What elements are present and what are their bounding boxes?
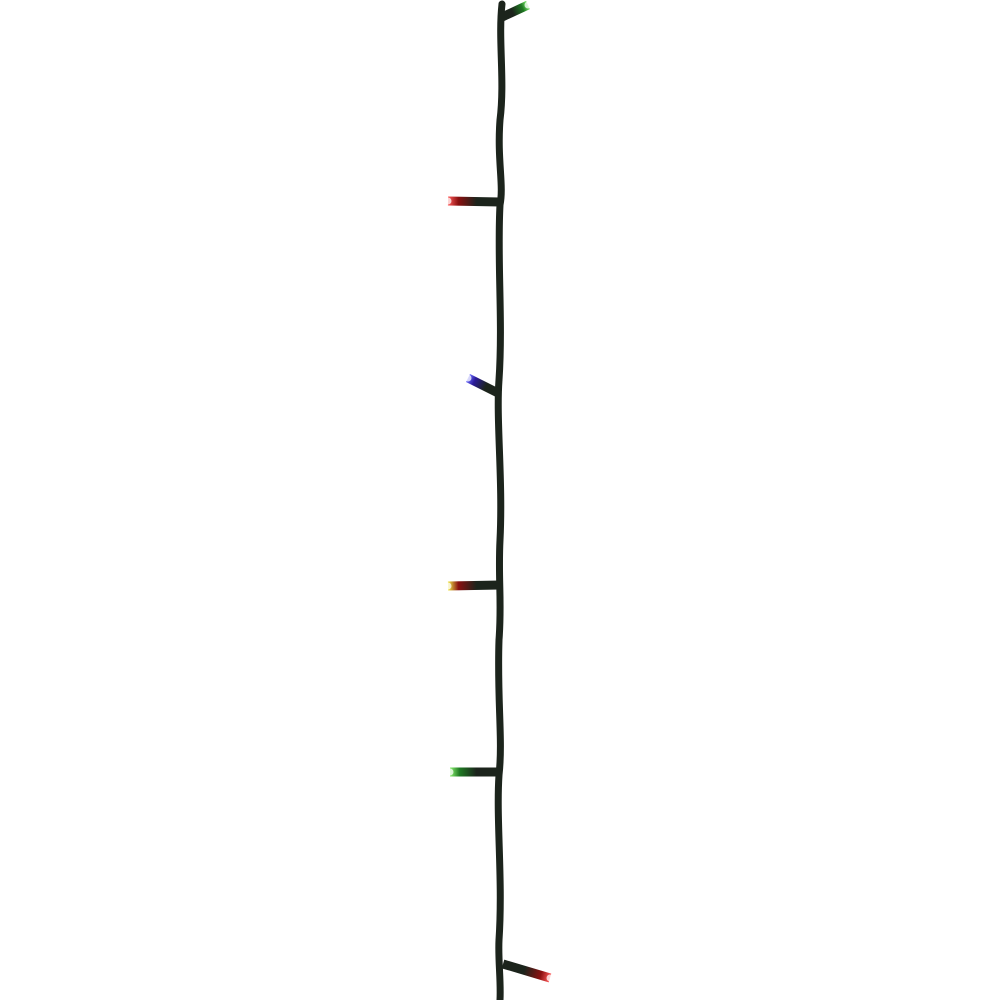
bulb-lens <box>444 197 452 205</box>
light-string-wire <box>494 0 506 1000</box>
bulb-socket <box>465 373 503 399</box>
led-bulb-green <box>446 767 498 777</box>
bulb-socket <box>498 0 530 23</box>
bulb-lens <box>524 1 532 9</box>
bulb-lens <box>546 974 554 982</box>
led-bulb-red <box>501 959 554 983</box>
led-bulb-red <box>444 196 501 207</box>
led-bulb-blue <box>464 373 503 399</box>
bulb-socket <box>447 196 501 207</box>
bulb-socket <box>447 580 501 591</box>
bulb-socket <box>501 959 552 983</box>
bulb-lens <box>444 582 452 590</box>
bulb-lens <box>464 374 472 382</box>
bulb-lens <box>446 768 454 776</box>
led-bulb-green <box>498 0 532 23</box>
led-bulb-yellow <box>444 580 501 591</box>
